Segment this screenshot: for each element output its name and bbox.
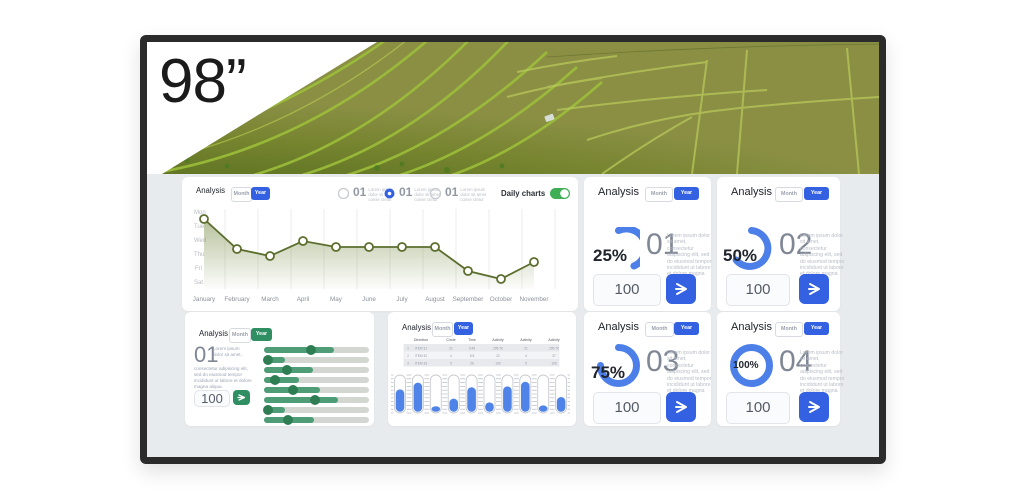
svg-text:October: October [490, 296, 512, 303]
svg-text:ITEM 33: ITEM 33 [415, 361, 427, 365]
svg-text:August: August [425, 296, 445, 303]
svg-text:4: 4 [450, 354, 452, 358]
svg-text:April: April [297, 296, 310, 303]
svg-text:January: January [193, 296, 216, 303]
svg-text:1: 1 [407, 346, 409, 350]
svg-text:3: 3 [407, 361, 409, 365]
svg-text:Time: Time [468, 338, 476, 342]
svg-text:Tue: Tue [194, 224, 205, 230]
svg-text:September: September [453, 296, 484, 303]
svg-text:March: March [261, 296, 279, 303]
svg-text:9:46: 9:46 [469, 346, 475, 350]
svg-text:Activity: Activity [520, 338, 532, 342]
svg-text:Sat: Sat [194, 280, 203, 286]
svg-text:June: June [362, 296, 376, 303]
svg-text:37: 37 [552, 354, 556, 358]
svg-text:2: 2 [407, 354, 409, 358]
svg-text:ITEM 31: ITEM 31 [415, 346, 427, 350]
svg-text:21: 21 [524, 346, 528, 350]
svg-text:5: 5 [525, 361, 527, 365]
svg-text:295.76: 295.76 [549, 346, 559, 350]
svg-text:4: 4 [525, 354, 527, 358]
svg-text:22: 22 [496, 354, 500, 358]
svg-text:May: May [330, 296, 343, 303]
svg-text:July: July [396, 296, 408, 303]
svg-text:295.76: 295.76 [493, 346, 503, 350]
svg-text:5: 5 [450, 361, 452, 365]
svg-text:Fri: Fri [195, 266, 202, 272]
svg-text:Thu: Thu [194, 252, 204, 258]
svg-text:5:5: 5:5 [470, 354, 475, 358]
svg-text:February: February [224, 296, 250, 303]
svg-text:Activity: Activity [548, 338, 560, 342]
svg-text:21: 21 [449, 346, 453, 350]
svg-text:Direction: Direction [414, 338, 428, 342]
svg-text:Activity: Activity [492, 338, 504, 342]
svg-text:November: November [519, 296, 548, 303]
svg-text:100: 100 [551, 361, 557, 365]
svg-text:100: 100 [495, 361, 501, 365]
svg-text:26: 26 [470, 361, 474, 365]
svg-text:ITEM 32: ITEM 32 [415, 354, 427, 358]
svg-text:Circle: Circle [446, 338, 455, 342]
